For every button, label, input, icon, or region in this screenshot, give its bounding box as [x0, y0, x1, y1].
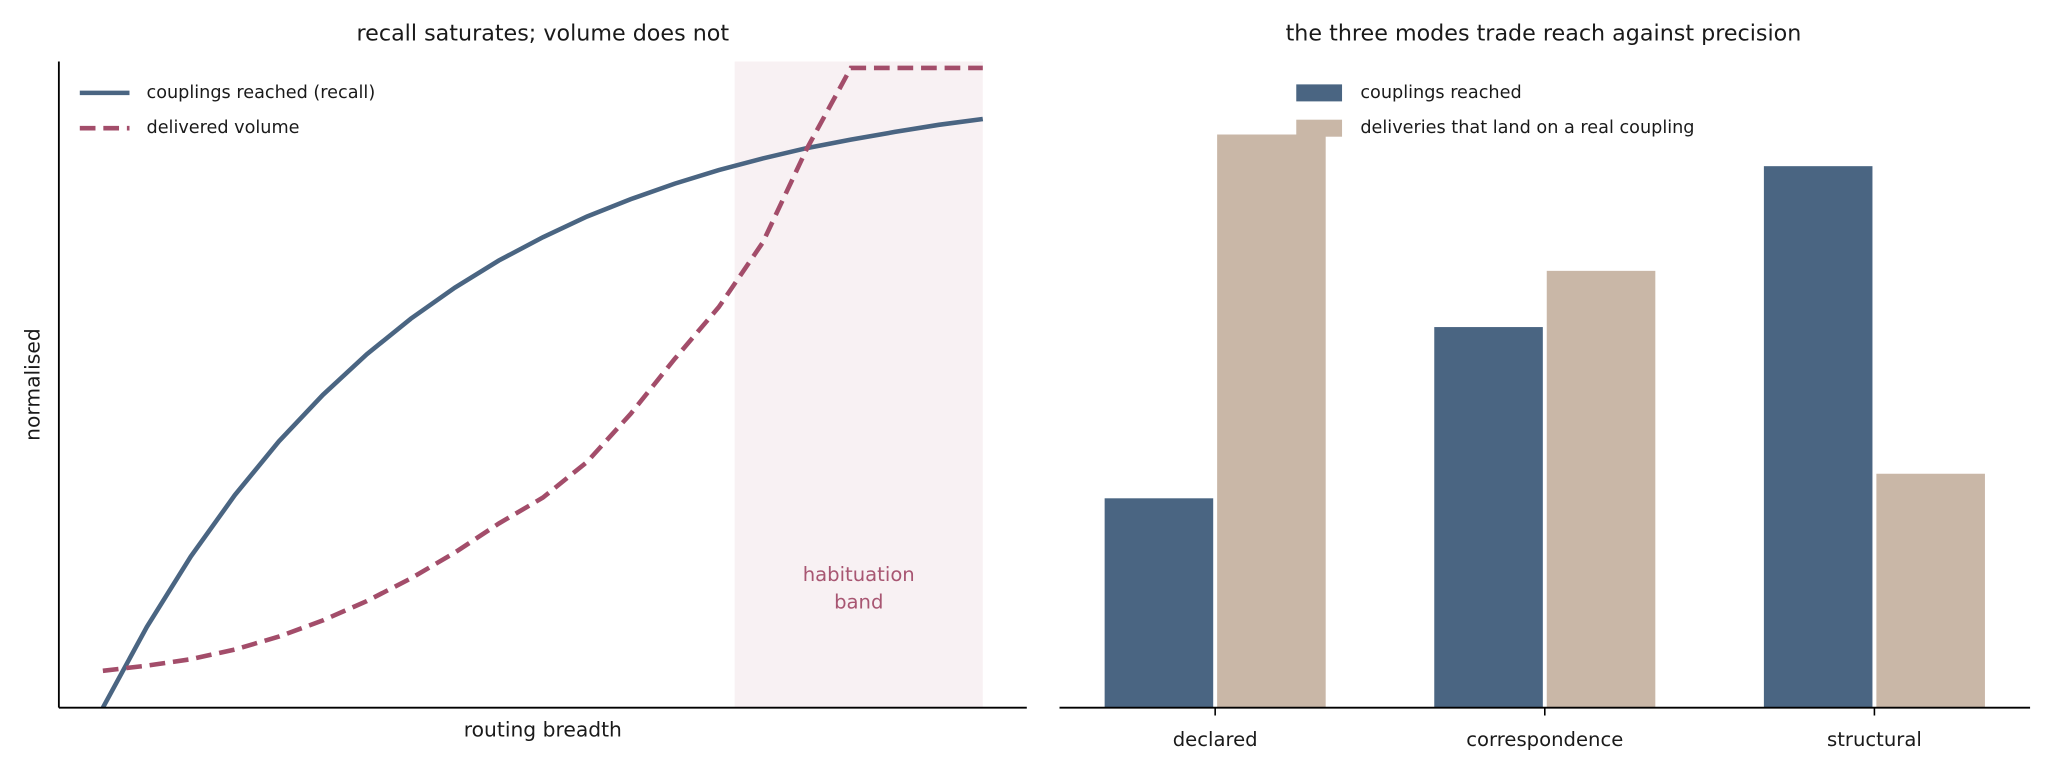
legend-swatch	[1296, 84, 1343, 102]
legend-label: delivered volume	[146, 118, 299, 138]
bar	[1546, 270, 1656, 708]
legend-label: couplings reached (recall)	[146, 83, 375, 103]
legend-label: deliveries that land on a real coupling	[1360, 118, 1694, 138]
shaded-band	[734, 61, 983, 708]
bar	[1876, 473, 1985, 708]
bar	[1763, 166, 1873, 708]
y-axis-label: normalised	[21, 328, 45, 441]
chart-title: the three modes trade reach against prec…	[1286, 21, 1802, 47]
chart-title: recall saturates; volume does not	[357, 21, 730, 47]
x-tick-label: structural	[1827, 728, 1922, 751]
line-series	[102, 65, 983, 674]
bar	[1104, 498, 1214, 708]
legend-label: couplings reached	[1360, 83, 1521, 103]
band-label: habituation	[803, 563, 915, 586]
x-axis-label: routing breadth	[464, 718, 622, 742]
bar	[1434, 327, 1543, 708]
x-tick-label: correspondence	[1466, 728, 1623, 751]
x-tick-label: declared	[1173, 728, 1258, 751]
bar	[1217, 134, 1326, 708]
line-series	[100, 116, 984, 708]
band-label: band	[834, 591, 883, 614]
legend-swatch	[1296, 119, 1343, 137]
